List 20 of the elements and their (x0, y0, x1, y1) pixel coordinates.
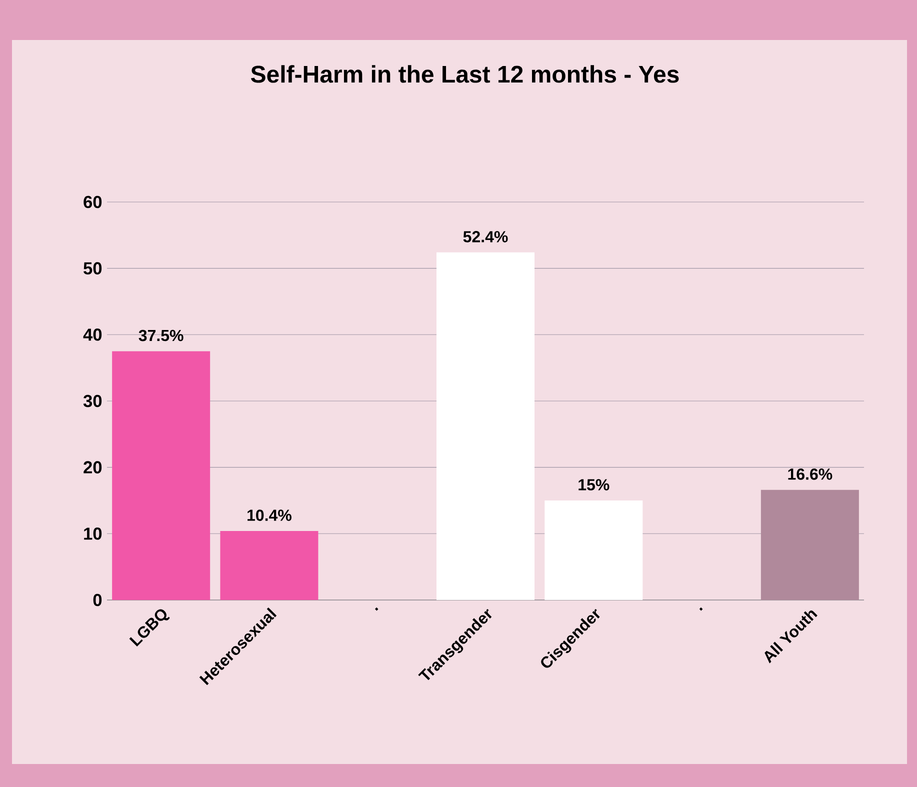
bar (436, 252, 534, 600)
chart-title: Self-Harm in the Last 12 months - Yes (250, 65, 679, 83)
y-tick-label: 30 (83, 394, 102, 408)
bar (112, 351, 210, 600)
bar (760, 490, 859, 600)
y-tick-label: 60 (84, 196, 102, 208)
bar (220, 531, 318, 600)
x-tick-label: . (699, 607, 703, 611)
bar (544, 500, 643, 600)
x-tick-label: . (374, 607, 378, 611)
data-label: 15% (578, 479, 610, 490)
data-label: 37.5% (138, 330, 184, 342)
data-label: 52.4% (463, 231, 508, 242)
y-tick-label: 50 (84, 262, 102, 274)
y-tick-label: 40 (83, 328, 102, 341)
data-label: 16.6% (788, 468, 832, 480)
y-tick-label: 20 (84, 461, 102, 474)
y-tick-label: 10 (84, 528, 102, 540)
data-label: 10.4% (248, 510, 292, 521)
y-tick-label: 0 (93, 594, 102, 606)
